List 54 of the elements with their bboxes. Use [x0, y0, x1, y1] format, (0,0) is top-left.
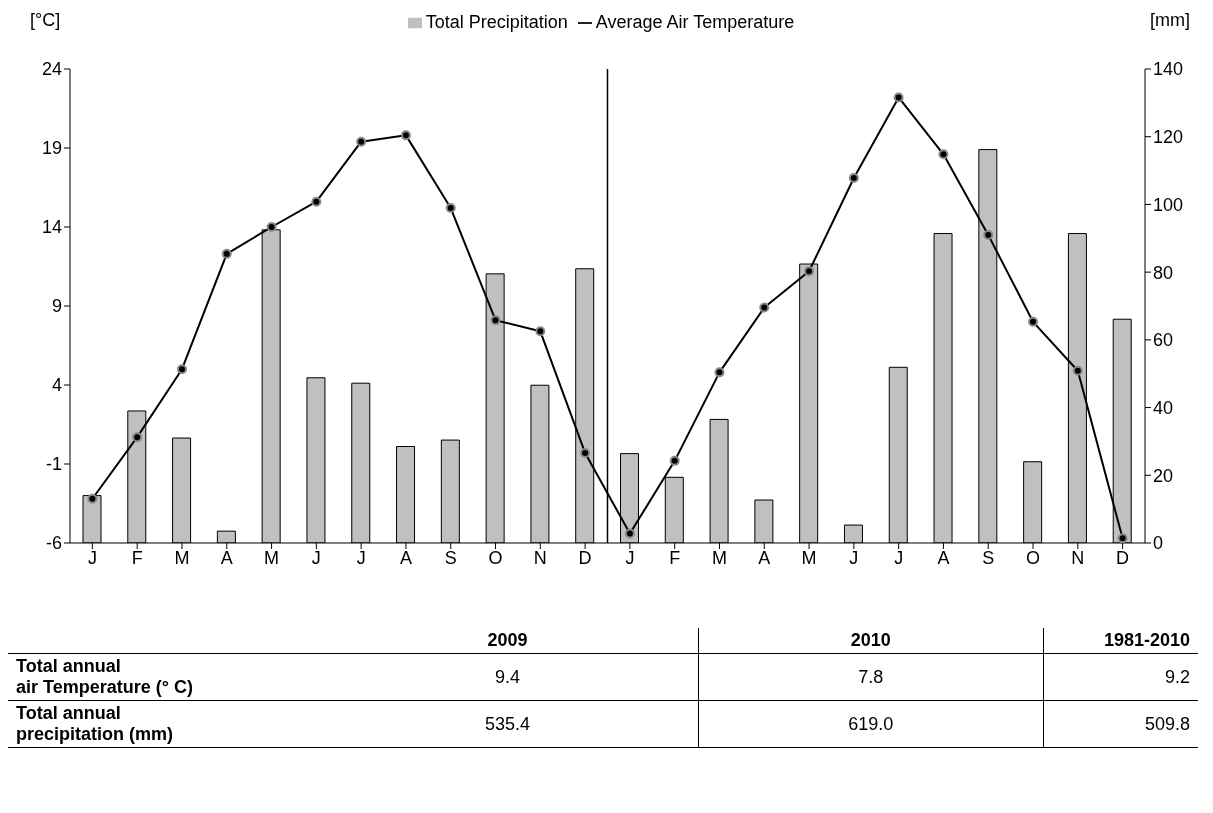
x-tick-label: J — [356, 547, 366, 568]
x-tick-label: J — [849, 547, 859, 568]
text: 1981-2010 — [1043, 628, 1198, 654]
y2-tick-label: 60 — [1153, 330, 1174, 351]
x-tick-label: A — [937, 547, 950, 568]
x-tick-label: F — [669, 547, 681, 568]
x-tick-label: F — [131, 547, 143, 568]
x-tick-label: N — [1071, 547, 1085, 568]
y2-tick-label: 80 — [1153, 262, 1174, 283]
text: 9.2 — [1043, 653, 1198, 701]
x-tick-label: D — [1116, 547, 1130, 568]
x-tick-label: O — [1026, 547, 1041, 568]
text: 2010 — [698, 628, 1044, 654]
x-tick-label: S — [444, 547, 457, 568]
y-tick-label: -1 — [45, 454, 62, 475]
y-axis-title: [°C] — [30, 10, 61, 31]
y-tick-label: 14 — [41, 217, 62, 238]
text: Total annual air Temperature (° C) — [15, 655, 194, 699]
x-tick-label: A — [758, 547, 771, 568]
x-tick-label: J — [894, 547, 904, 568]
text: Total annual precipitation (mm) — [15, 702, 174, 746]
y2-tick-label: 100 — [1153, 194, 1184, 215]
y-tick-label: 24 — [41, 59, 62, 80]
legend-label: Total Precipitation — [425, 12, 568, 32]
y-tick-label: 9 — [51, 296, 62, 317]
y2-axis-title: [mm] — [1150, 10, 1190, 31]
text: 509.8 — [1043, 700, 1198, 748]
x-tick-label: O — [488, 547, 503, 568]
x-tick-label: A — [220, 547, 233, 568]
x-tick-label: S — [982, 547, 995, 568]
y2-tick-label: 0 — [1153, 533, 1164, 554]
x-tick-label: N — [533, 547, 547, 568]
x-tick-label: J — [625, 547, 635, 568]
y-tick-label: 4 — [51, 375, 62, 396]
text: 7.8 — [698, 653, 1044, 701]
text: 9.4 — [494, 665, 522, 689]
x-tick-label: M — [801, 547, 817, 568]
x-tick-label: M — [174, 547, 190, 568]
x-tick-label: M — [264, 547, 280, 568]
x-tick-label: J — [87, 547, 97, 568]
y2-tick-label: 140 — [1153, 59, 1184, 80]
x-tick-label: M — [711, 547, 727, 568]
y2-tick-label: 40 — [1153, 397, 1174, 418]
x-tick-label: A — [399, 547, 412, 568]
y2-tick-label: 20 — [1153, 465, 1174, 486]
y2-tick-label: 120 — [1153, 127, 1184, 148]
text: 619.0 — [698, 700, 1044, 748]
y-tick-label: 19 — [41, 138, 62, 159]
text: 2009 — [486, 629, 529, 652]
text: 535.4 — [484, 712, 532, 736]
x-tick-label: J — [311, 547, 321, 568]
x-tick-label: D — [578, 547, 592, 568]
legend-label: Average Air Temperature — [595, 12, 795, 32]
y-tick-label: -6 — [45, 533, 62, 554]
